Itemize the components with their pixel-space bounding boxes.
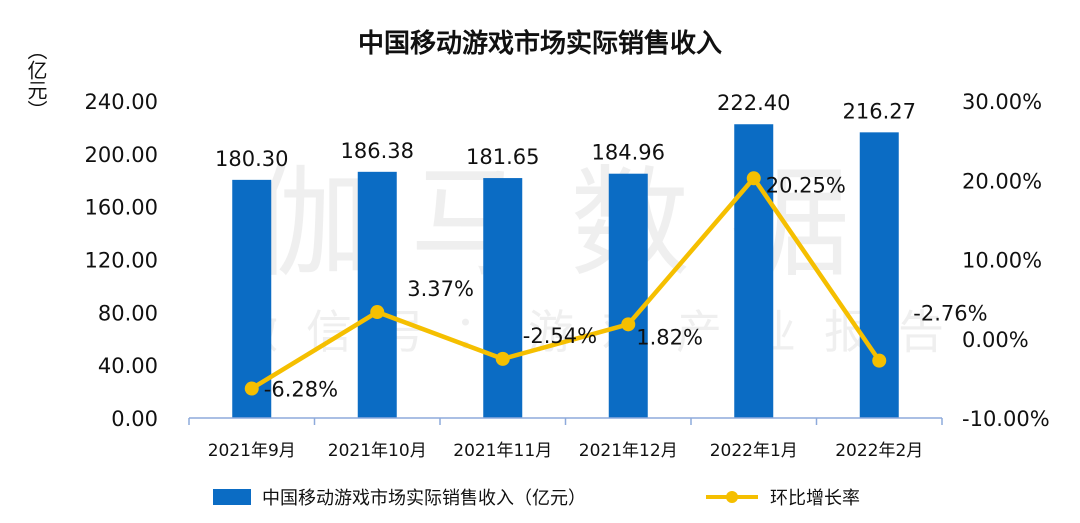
watermark-sub: 微信号：游戏产业报告: [232, 305, 972, 359]
x-tick-label: 2022年2月: [835, 441, 923, 461]
line-point: [244, 381, 259, 396]
line-series: -6.28% 3.37% -2.54% 1.82% 20.25% -2.76%: [244, 171, 988, 402]
x-tick-label: 2021年10月: [328, 441, 427, 461]
bar-data-label: 184.96: [592, 141, 665, 165]
bar: [608, 173, 648, 418]
line-point: [872, 353, 887, 368]
left-tick-label: 200.00: [85, 143, 158, 167]
x-tick-label: 2022年1月: [710, 441, 798, 461]
line-path: [250, 176, 882, 391]
line-data-label: -2.54%: [523, 324, 597, 348]
left-tick-label: 240.00: [85, 90, 158, 114]
line-point: [370, 305, 385, 320]
line-point: [746, 171, 761, 186]
bar-data-label: 180.30: [215, 147, 288, 171]
line-data-label: 3.37%: [407, 277, 474, 301]
bar-series: 180.30 186.38 181.65 184.96 222.40 216.27: [215, 91, 916, 418]
left-tick-label: 160.00: [85, 196, 158, 220]
legend-bar-swatch: [213, 489, 251, 505]
left-tick-label: 40.00: [98, 354, 158, 378]
chart-title: 中国移动游戏市场实际销售收入: [358, 28, 722, 59]
left-tick-label: 120.00: [85, 249, 158, 273]
line-data-label: -6.28%: [264, 378, 338, 402]
bar-data-label: 181.65: [466, 145, 539, 169]
bar: [357, 171, 397, 418]
bar: [734, 124, 774, 418]
left-axis-unit: （亿元）: [24, 40, 48, 120]
line-data-label: 1.82%: [636, 325, 703, 349]
bar-data-label: 222.40: [717, 91, 790, 115]
bar-data-label: 216.27: [843, 99, 916, 123]
right-tick-label: -10.00%: [962, 407, 1050, 431]
line-point: [495, 351, 510, 366]
right-tick-label: 0.00%: [962, 328, 1029, 352]
line-data-label: 20.25%: [766, 173, 846, 197]
left-axis: 0.00 40.00 80.00 120.00 160.00 200.00 240.00: [85, 90, 158, 431]
x-tick-label: 2021年12月: [579, 441, 678, 461]
line-point: [621, 317, 636, 332]
bar: [483, 178, 523, 418]
legend-bar-label: 中国移动游戏市场实际销售收入（亿元）: [262, 488, 586, 509]
line-data-label: -2.76%: [913, 302, 987, 326]
x-tick-label: 2021年11月: [453, 441, 552, 461]
bar: [859, 132, 899, 418]
legend: 中国移动游戏市场实际销售收入（亿元） 环比增长率: [213, 488, 860, 509]
x-tick-label: 2021年9月: [208, 441, 296, 461]
right-tick-label: 20.00%: [962, 169, 1042, 193]
right-tick-label: 30.00%: [962, 90, 1042, 114]
right-tick-label: 10.00%: [962, 249, 1042, 273]
bar-data-label: 186.38: [341, 139, 414, 163]
right-axis: -10.00% 0.00% 10.00% 20.00% 30.00%: [962, 90, 1050, 431]
legend-line-label: 环比增长率: [770, 488, 860, 509]
legend-line-marker: [726, 491, 738, 503]
x-axis: 2021年9月 2021年10月 2021年11月 2021年12月 2022年1月 20…: [188, 417, 943, 461]
left-tick-label: 80.00: [98, 301, 158, 325]
left-tick-label: 0.00: [111, 407, 158, 431]
